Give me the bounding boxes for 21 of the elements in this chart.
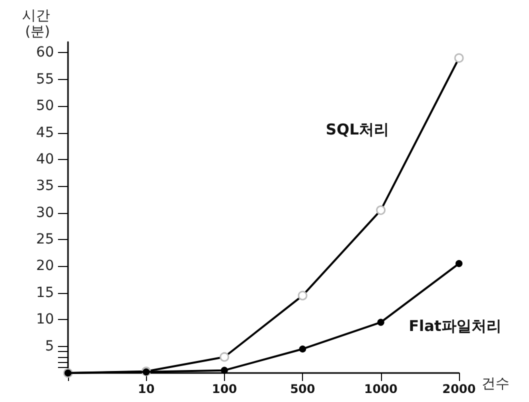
y-tick-label: 10 bbox=[36, 312, 54, 328]
x-tick-label: 1000 bbox=[364, 382, 398, 396]
y-tick-label: 15 bbox=[36, 284, 54, 301]
x-axis-title: 건수 bbox=[482, 376, 510, 392]
y-tick-label: 45 bbox=[36, 124, 54, 141]
series-label: SQL처리 bbox=[326, 120, 389, 139]
y-tick-label: 5 bbox=[45, 338, 54, 354]
x-tick-label: 2000 bbox=[442, 382, 476, 396]
y-axis-title: 시간 (분) bbox=[22, 8, 50, 40]
y-tick-label: 30 bbox=[36, 204, 54, 221]
series-label: Flat파일처리 bbox=[408, 316, 502, 335]
x-tick-label: 100 bbox=[212, 382, 237, 396]
x-tick-label: 10 bbox=[138, 382, 155, 396]
y-tick-label: 60 bbox=[36, 44, 54, 61]
y-tick-label: 35 bbox=[36, 178, 54, 194]
y-tick-label: 40 bbox=[36, 151, 54, 168]
y-tick-label: 25 bbox=[36, 232, 54, 248]
x-tick-label: 500 bbox=[290, 382, 316, 396]
y-tick-label: 50 bbox=[36, 98, 54, 114]
y-tick-label: 20 bbox=[36, 258, 54, 274]
y-tick-label: 55 bbox=[36, 71, 54, 88]
